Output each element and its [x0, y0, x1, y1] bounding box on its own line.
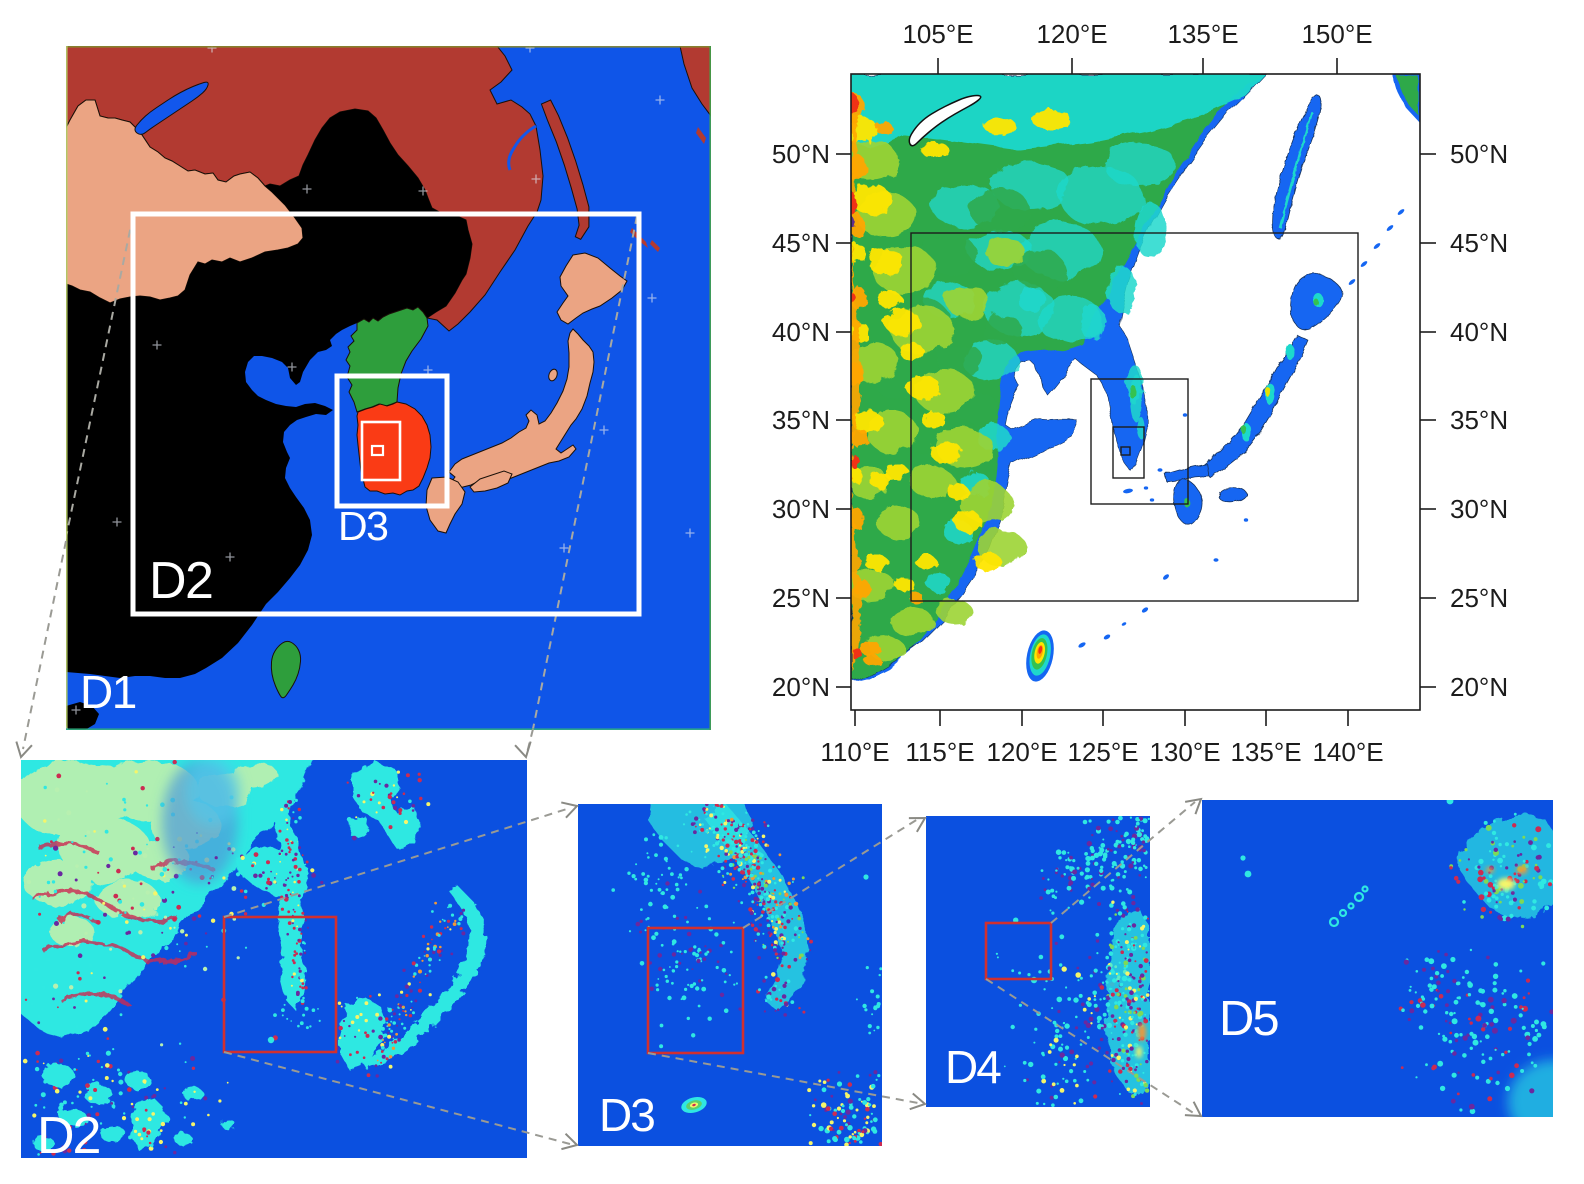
svg-text:105°E: 105°E: [902, 19, 973, 49]
svg-text:D5: D5: [1219, 992, 1278, 1046]
svg-text:120°E: 120°E: [986, 737, 1057, 767]
svg-text:125°E: 125°E: [1067, 737, 1138, 767]
svg-text:D3: D3: [599, 1089, 654, 1141]
svg-text:20°N: 20°N: [1450, 672, 1508, 702]
svg-text:130°E: 130°E: [1149, 737, 1220, 767]
svg-text:D2: D2: [149, 552, 212, 610]
svg-text:50°N: 50°N: [1450, 139, 1508, 169]
svg-text:120°E: 120°E: [1036, 19, 1107, 49]
svg-text:D4: D4: [945, 1041, 1001, 1093]
svg-text:35°N: 35°N: [1450, 405, 1508, 435]
svg-text:135°E: 135°E: [1167, 19, 1238, 49]
svg-text:30°N: 30°N: [772, 494, 830, 524]
svg-text:45°N: 45°N: [772, 228, 830, 258]
svg-text:110°E: 110°E: [820, 737, 889, 767]
svg-text:115°E: 115°E: [905, 737, 974, 767]
svg-text:30°N: 30°N: [1450, 494, 1508, 524]
svg-text:140°E: 140°E: [1312, 737, 1383, 767]
svg-text:D3: D3: [338, 503, 387, 549]
svg-text:40°N: 40°N: [772, 317, 830, 347]
svg-text:D1: D1: [80, 666, 136, 718]
svg-text:50°N: 50°N: [772, 139, 830, 169]
svg-text:45°N: 45°N: [1450, 228, 1508, 258]
svg-text:150°E: 150°E: [1301, 19, 1372, 49]
svg-text:40°N: 40°N: [1450, 317, 1508, 347]
svg-text:20°N: 20°N: [772, 672, 830, 702]
svg-text:25°N: 25°N: [1450, 583, 1508, 613]
svg-text:25°N: 25°N: [772, 583, 830, 613]
svg-text:135°E: 135°E: [1230, 737, 1301, 767]
svg-text:35°N: 35°N: [772, 405, 830, 435]
svg-text:D2: D2: [37, 1107, 100, 1165]
